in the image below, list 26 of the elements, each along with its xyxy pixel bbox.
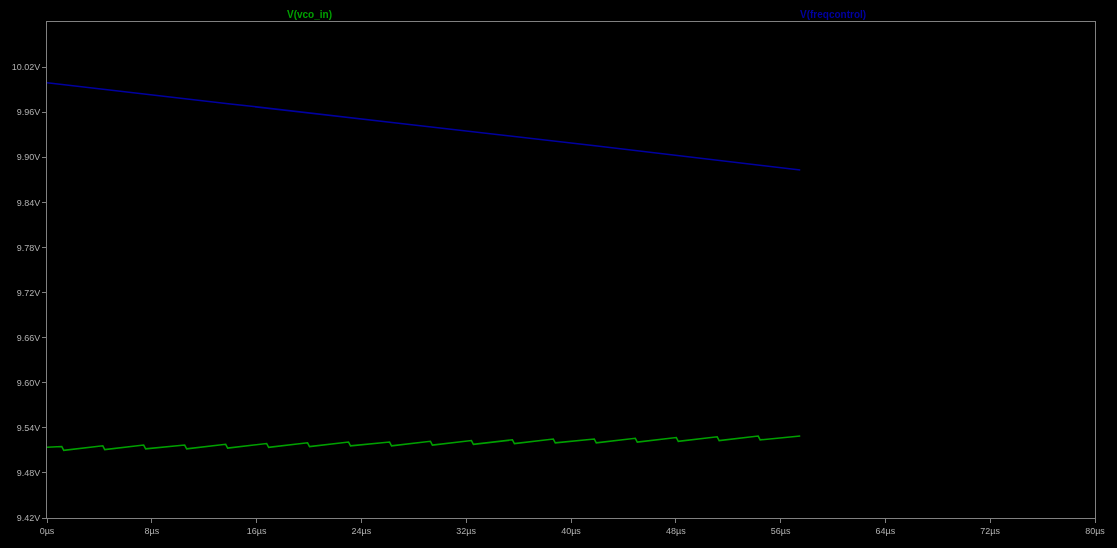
y-tick-label: 9.78V xyxy=(16,242,41,253)
x-tick-label: 16µs xyxy=(246,525,267,536)
y-tick-label: 9.66V xyxy=(16,332,41,343)
x-tick-label: 0µs xyxy=(39,525,55,536)
y-tick-label: 9.84V xyxy=(16,197,41,208)
y-tick-label: 9.48V xyxy=(16,468,41,479)
y-tick-label: 9.96V xyxy=(16,107,41,118)
x-tick-label: 48µs xyxy=(665,525,687,536)
x-tick-label: 8µs xyxy=(144,525,160,536)
y-tick-label: 9.54V xyxy=(16,422,41,433)
y-tick-label: 9.42V xyxy=(16,513,41,524)
text: V(freqcontrol) xyxy=(800,9,867,20)
y-tick-label: 9.90V xyxy=(16,152,41,163)
y-tick-label: 10.02V xyxy=(11,62,41,73)
y-tick-label: 9.72V xyxy=(16,287,41,298)
x-tick-label: 24µs xyxy=(351,525,372,536)
line-series xyxy=(47,435,801,452)
x-tick-label: 80µs xyxy=(1085,525,1106,536)
x-tick-label: 72µs xyxy=(980,525,1001,536)
text: V(vco_in) xyxy=(287,9,333,20)
x-tick-label: 64µs xyxy=(875,525,896,536)
line-series xyxy=(47,82,801,171)
x-tick-label: 56µs xyxy=(770,525,791,536)
x-tick-label: 40µs xyxy=(561,525,582,536)
y-tick-label: 9.60V xyxy=(16,377,41,388)
x-tick-label: 32µs xyxy=(456,525,477,536)
